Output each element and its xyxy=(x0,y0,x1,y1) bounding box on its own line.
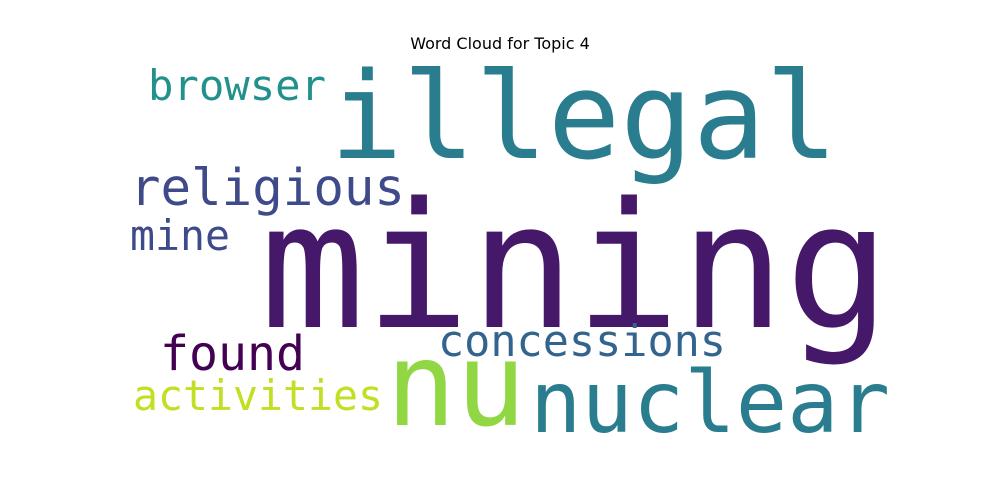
word-illegal: illegal xyxy=(330,47,838,187)
word-found: found xyxy=(160,326,305,382)
word-religious: religious xyxy=(130,158,405,217)
chart-title: Word Cloud for Topic 4 xyxy=(410,34,590,53)
word-nuclear: nuclear xyxy=(530,354,890,453)
word-browser: browser xyxy=(148,61,326,110)
word-mining: mining xyxy=(260,166,890,369)
word-nu: nu xyxy=(386,318,526,453)
word-concessions: concessions xyxy=(438,317,726,367)
word-activities: activities xyxy=(133,371,383,420)
word-mine: mine xyxy=(130,211,230,260)
